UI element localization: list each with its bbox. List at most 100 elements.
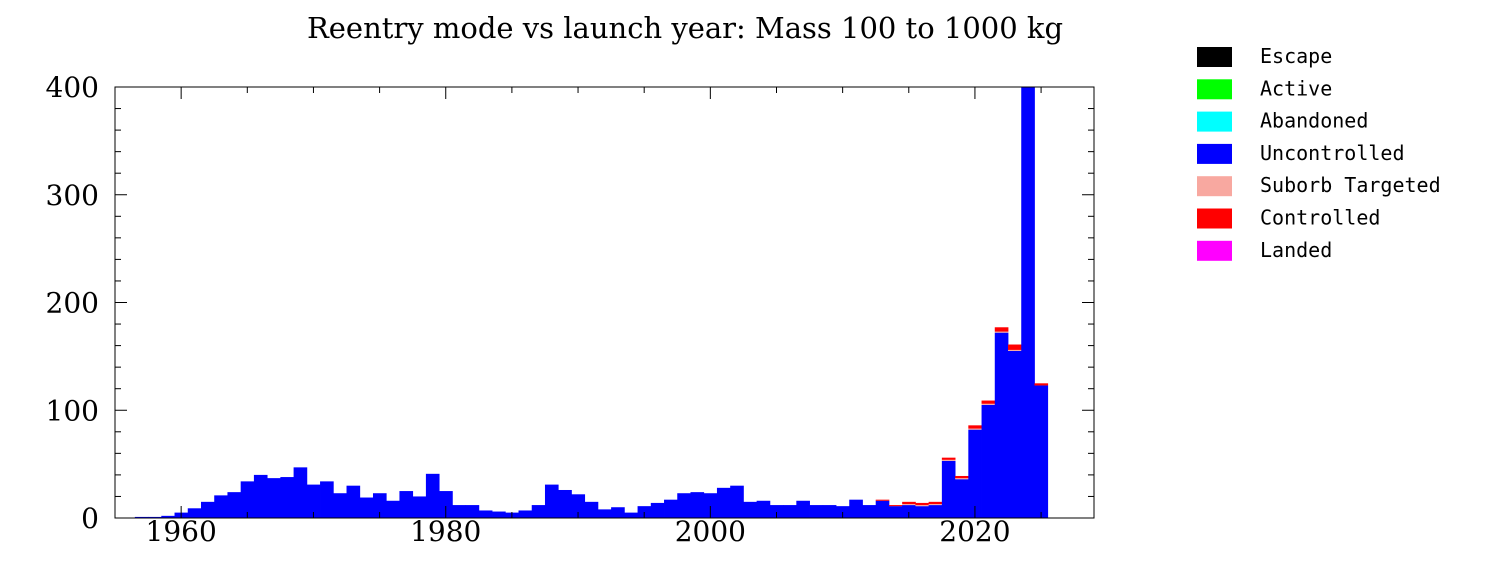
bar-uncontrolled-2016 bbox=[915, 506, 930, 518]
bar-uncontrolled-1968 bbox=[280, 477, 294, 518]
bar-uncontrolled-2021 bbox=[981, 404, 996, 518]
bar-uncontrolled-2015 bbox=[902, 505, 916, 518]
x-tick-label-2020: 2020 bbox=[939, 515, 1010, 548]
legend-swatch-suborb-targeted bbox=[1197, 176, 1232, 197]
bar-uncontrolled-2006 bbox=[783, 505, 797, 518]
bar-uncontrolled-1984 bbox=[492, 511, 506, 518]
x-tick-labels: 1960 1980 2000 2020 bbox=[146, 515, 1011, 548]
legend-swatch-uncontrolled bbox=[1197, 143, 1232, 164]
bar-uncontrolled-2020 bbox=[968, 429, 982, 518]
bar-controlled-2014 bbox=[888, 505, 903, 507]
bar-uncontrolled-1975 bbox=[372, 493, 387, 518]
bar-uncontrolled-1979 bbox=[425, 473, 440, 518]
bar-uncontrolled-1998 bbox=[677, 493, 691, 518]
axis-ticks bbox=[115, 86, 1094, 519]
bar-suborb-targeted-2018 bbox=[941, 459, 956, 461]
bar-controlled-2019 bbox=[955, 475, 969, 479]
bar-uncontrolled-1972 bbox=[333, 493, 347, 518]
bar-uncontrolled-1976 bbox=[386, 500, 400, 518]
bar-controlled-2018 bbox=[941, 457, 956, 460]
bar-controlled-2020 bbox=[968, 425, 982, 429]
bar-uncontrolled-1957 bbox=[134, 516, 149, 518]
bar-suborb-targeted-2021 bbox=[981, 403, 996, 405]
bar-uncontrolled-1966 bbox=[253, 474, 268, 518]
bar-uncontrolled-1990 bbox=[571, 494, 586, 518]
legend-label-suborb-targeted: Suborb Targeted bbox=[1260, 173, 1441, 197]
bar-uncontrolled-2017 bbox=[928, 505, 943, 518]
legend-swatch-abandoned bbox=[1197, 111, 1232, 132]
bar-uncontrolled-1958 bbox=[148, 516, 162, 518]
y-tick-label-0: 0 bbox=[81, 502, 99, 535]
bar-uncontrolled-2022 bbox=[994, 332, 1009, 518]
legend-swatch-controlled bbox=[1197, 208, 1232, 229]
bar-uncontrolled-1992 bbox=[597, 509, 612, 518]
x-tick-label-2000: 2000 bbox=[675, 515, 746, 548]
legend-label-active: Active bbox=[1260, 76, 1332, 100]
bar-controlled-2015 bbox=[902, 501, 916, 504]
bar-uncontrolled-2018 bbox=[941, 460, 956, 518]
bar-controlled-2016 bbox=[915, 502, 930, 506]
bar-uncontrolled-1969 bbox=[293, 467, 308, 518]
bar-uncontrolled-1980 bbox=[439, 491, 453, 518]
bar-uncontrolled-2000 bbox=[703, 493, 718, 518]
bar-uncontrolled-2005 bbox=[769, 505, 784, 518]
bar-uncontrolled-2011 bbox=[849, 499, 863, 518]
legend-swatch-escape bbox=[1197, 47, 1232, 67]
legend-swatch-active bbox=[1197, 79, 1232, 100]
bar-suborb-targeted-2023 bbox=[1008, 349, 1022, 351]
bar-uncontrolled-1963 bbox=[214, 495, 228, 518]
bar-uncontrolled-1983 bbox=[478, 510, 493, 518]
bar-layer bbox=[134, 87, 1049, 518]
bar-uncontrolled-2003 bbox=[743, 501, 758, 518]
bar-uncontrolled-1978 bbox=[412, 496, 427, 518]
bar-uncontrolled-1959 bbox=[161, 515, 175, 518]
legend-swatch-landed bbox=[1197, 240, 1232, 261]
chart-title: Reentry mode vs launch year: Mass 100 to… bbox=[307, 11, 1063, 45]
bar-uncontrolled-1971 bbox=[320, 481, 334, 518]
legend-label-landed: Landed bbox=[1260, 238, 1332, 262]
bar-uncontrolled-1965 bbox=[240, 481, 255, 518]
y-tick-labels: 0 100 200 300 400 bbox=[46, 71, 99, 535]
bar-uncontrolled-2012 bbox=[862, 505, 877, 518]
bar-uncontrolled-2007 bbox=[796, 500, 810, 518]
bar-uncontrolled-1987 bbox=[531, 505, 546, 518]
bar-suborb-targeted-2016 bbox=[915, 505, 930, 507]
bar-uncontrolled-1997 bbox=[664, 499, 678, 518]
bar-uncontrolled-1977 bbox=[399, 491, 414, 518]
bar-suborb-targeted-2020 bbox=[968, 428, 982, 430]
bar-uncontrolled-2023 bbox=[1008, 350, 1022, 518]
bar-uncontrolled-2024 bbox=[1021, 87, 1035, 518]
bar-uncontrolled-2009 bbox=[822, 505, 837, 518]
bar-uncontrolled-1991 bbox=[584, 501, 599, 518]
bar-uncontrolled-2004 bbox=[756, 500, 771, 518]
bar-controlled-2023 bbox=[1008, 344, 1022, 350]
bar-uncontrolled-1967 bbox=[267, 478, 281, 518]
bar-uncontrolled-2001 bbox=[716, 487, 731, 518]
y-tick-label-200: 200 bbox=[46, 287, 99, 320]
bar-uncontrolled-1993 bbox=[611, 507, 625, 518]
bar-suborb-targeted-2022 bbox=[994, 331, 1009, 333]
bar-controlled-2017 bbox=[928, 501, 943, 504]
bar-controlled-2025 bbox=[1034, 383, 1049, 386]
x-tick-label-1960: 1960 bbox=[146, 515, 217, 548]
bar-uncontrolled-2008 bbox=[809, 505, 824, 518]
bar-uncontrolled-1973 bbox=[346, 485, 361, 518]
y-tick-label-300: 300 bbox=[46, 179, 99, 212]
bar-uncontrolled-1964 bbox=[227, 492, 242, 518]
bar-uncontrolled-1970 bbox=[306, 484, 321, 518]
legend: Escape Active Abandoned Uncontrolled Suborb … bbox=[1197, 44, 1441, 262]
bar-uncontrolled-1999 bbox=[690, 492, 705, 518]
bar-suborb-targeted-2019 bbox=[955, 478, 969, 480]
bar-uncontrolled-1982 bbox=[465, 505, 480, 518]
y-tick-label-400: 400 bbox=[46, 71, 99, 104]
bar-uncontrolled-1994 bbox=[624, 512, 638, 518]
bar-uncontrolled-1986 bbox=[518, 510, 533, 518]
bar-suborb-targeted-2015 bbox=[902, 503, 916, 506]
bar-uncontrolled-1981 bbox=[452, 505, 466, 518]
bar-controlled-2013 bbox=[875, 499, 890, 501]
legend-label-escape: Escape bbox=[1260, 44, 1332, 68]
bar-uncontrolled-2019 bbox=[955, 479, 969, 518]
bar-uncontrolled-2013 bbox=[875, 500, 890, 518]
plot-frame bbox=[114, 86, 1095, 519]
